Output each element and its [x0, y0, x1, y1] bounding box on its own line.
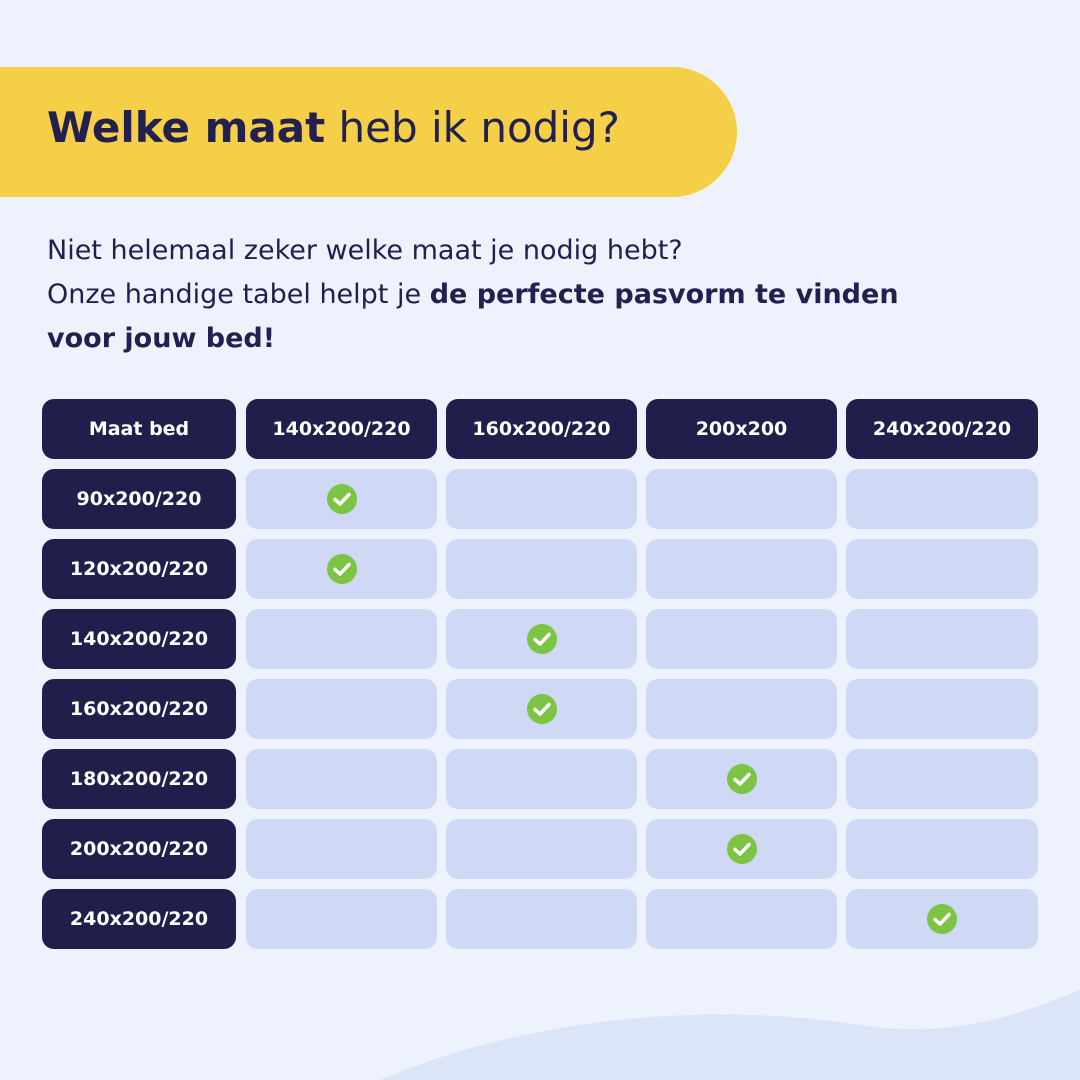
fit-cell	[446, 889, 637, 949]
column-header: 240x200/220	[846, 399, 1038, 459]
check-icon	[326, 554, 357, 584]
fit-cell	[446, 609, 637, 669]
fit-cell	[246, 539, 437, 599]
intro: Niet helemaal zeker welke maat je nodig …	[47, 229, 947, 361]
fit-cell	[246, 469, 437, 529]
row-header: 180x200/220	[42, 749, 236, 809]
fit-cell	[646, 749, 837, 809]
check-icon	[526, 694, 557, 724]
column-header: 140x200/220	[246, 399, 437, 459]
fit-cell	[846, 679, 1038, 739]
column-header: 160x200/220	[446, 399, 637, 459]
fit-cell	[446, 539, 637, 599]
intro-text: Onze handige tabel helpt je	[47, 279, 422, 310]
row-header: 200x200/220	[42, 819, 236, 879]
row-header: 120x200/220	[42, 539, 236, 599]
fit-cell	[446, 469, 637, 529]
fit-cell	[846, 609, 1038, 669]
fit-cell	[246, 819, 437, 879]
fit-cell	[846, 539, 1038, 599]
check-icon	[326, 484, 357, 514]
fit-cell	[646, 819, 837, 879]
row-header: 240x200/220	[42, 889, 236, 949]
fit-cell	[446, 679, 637, 739]
check-icon	[927, 904, 957, 934]
intro-line: Niet helemaal zeker welke maat je nodig …	[47, 235, 683, 266]
intro-line: Onze handige tabel helpt je de perfecte …	[47, 273, 947, 361]
fit-cell	[646, 469, 837, 529]
title-bold: Welke maat	[47, 103, 326, 152]
fit-cell	[446, 819, 637, 879]
check-icon	[726, 834, 757, 864]
fit-cell	[446, 749, 637, 809]
check-icon	[526, 624, 557, 654]
fit-cell	[246, 889, 437, 949]
fit-cell	[846, 469, 1038, 529]
fit-cell	[646, 609, 837, 669]
check-icon	[726, 764, 757, 794]
column-header: 200x200	[646, 399, 837, 459]
fit-cell	[646, 889, 837, 949]
row-header: 140x200/220	[42, 609, 236, 669]
title: Welke maat heb ik nodig?	[47, 103, 620, 152]
fit-cell	[846, 749, 1038, 809]
fit-cell	[246, 609, 437, 669]
column-header: Maat bed	[42, 399, 236, 459]
fit-cell	[846, 819, 1038, 879]
fit-cell	[246, 749, 437, 809]
row-header: 160x200/220	[42, 679, 236, 739]
fit-cell	[246, 679, 437, 739]
fit-cell	[646, 679, 837, 739]
row-header: 90x200/220	[42, 469, 236, 529]
intro-emphasis: de perfecte pasvorm te vinden voor jouw …	[47, 279, 899, 354]
fit-cell	[646, 539, 837, 599]
title-banner	[0, 67, 737, 197]
title-rest: heb ik nodig?	[338, 103, 620, 152]
fit-cell	[846, 889, 1038, 949]
